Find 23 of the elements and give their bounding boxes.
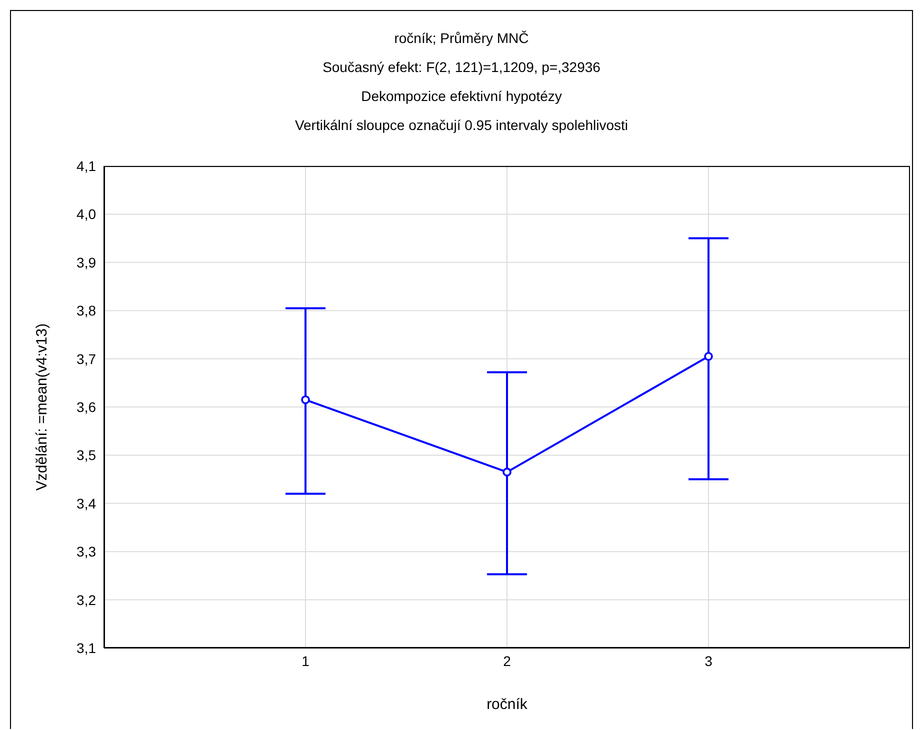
y-tick-label: 3,1 bbox=[76, 640, 96, 656]
point bbox=[704, 352, 713, 361]
x-tick-label: 2 bbox=[503, 652, 512, 669]
point bbox=[301, 395, 310, 404]
x-axis-title: ročník bbox=[486, 696, 528, 713]
text: Dekompozice efektivní hypotézy bbox=[360, 88, 563, 104]
chart-subtitle: Současný efekt: F(2, 121)=1,1209, p=,32936 bbox=[322, 59, 602, 75]
y-tick-label: 3,3 bbox=[76, 544, 96, 560]
point bbox=[502, 468, 512, 476]
y-tick-label: 3,5 bbox=[76, 447, 96, 464]
y-tick-label: 3,9 bbox=[76, 254, 96, 270]
y-tick-label: 3,7 bbox=[76, 350, 96, 367]
y-tick-label: 4,1 bbox=[76, 158, 96, 174]
text: Vertikální sloupce označují 0.95 intervaly spolehlivosti bbox=[294, 117, 630, 133]
y-tick-label: 3,6 bbox=[76, 398, 96, 415]
x-tick-label: 3 bbox=[704, 652, 713, 669]
y-tick-label: 3,4 bbox=[76, 495, 96, 512]
y-tick-label: 3,8 bbox=[76, 302, 96, 319]
x-tick-label: 1 bbox=[302, 652, 310, 669]
y-tick-label: 4,0 bbox=[76, 206, 96, 222]
y-axis-title: Vzdělání: =mean(v4:v13) bbox=[34, 323, 50, 491]
chart-title: ročník; Průměry MNČ bbox=[393, 30, 530, 46]
y-tick-label: 3,2 bbox=[76, 592, 96, 608]
